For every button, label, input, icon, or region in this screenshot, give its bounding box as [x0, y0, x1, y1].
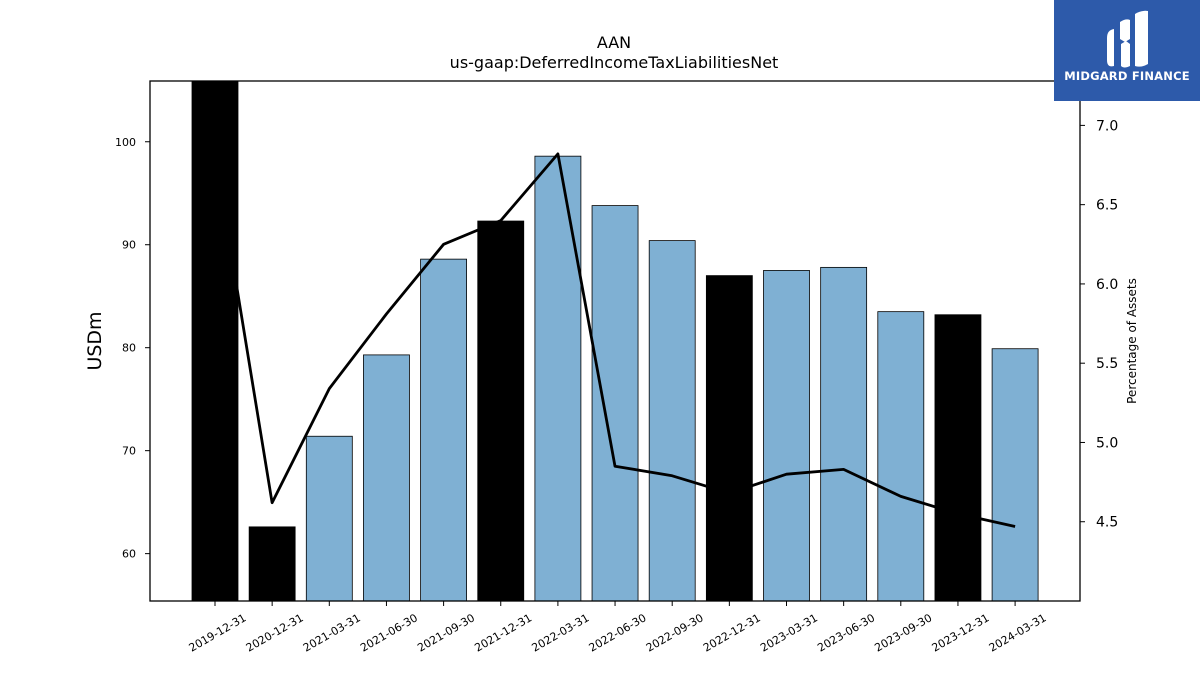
y-axis-label: USDm — [84, 311, 106, 370]
bar-2021-06-30 — [363, 354, 410, 602]
bar-2023-09-30 — [877, 311, 925, 602]
x-tick-label: 2024-03-31 — [987, 611, 1049, 654]
bar-2024-03-31 — [991, 348, 1039, 602]
bar-2023-12-31 — [934, 314, 982, 602]
x-tick-label: 2023-06-30 — [815, 611, 877, 654]
y2-tick-label: 7.0 — [1096, 118, 1118, 134]
right-axis: 4.5 5.0 5.5 6.0 6.5 7.0 — [1080, 118, 1118, 531]
chart-title: AAN — [597, 33, 631, 52]
left-axis: 60 70 80 90 100 — [115, 136, 150, 561]
percentage-line — [213, 152, 1016, 528]
y2-axis-label: Percentage of Assets — [1125, 278, 1139, 404]
x-tick-label: 2023-03-31 — [758, 611, 820, 654]
y2-tick-label: 6.0 — [1096, 277, 1118, 293]
x-tick-label: 2020-12-31 — [244, 611, 306, 654]
x-tick-label: 2022-03-31 — [530, 611, 592, 654]
line-group — [213, 152, 1016, 528]
x-tick-label: 2021-03-31 — [301, 611, 363, 654]
x-tick-label: 2021-06-30 — [358, 611, 420, 654]
bar-2023-03-31 — [763, 270, 810, 602]
x-tick-label: 2023-09-30 — [872, 611, 934, 654]
x-tick-label: 2021-09-30 — [415, 611, 477, 654]
x-tick-label: 2023-12-31 — [930, 611, 992, 654]
chart-subtitle: us-gaap:DeferredIncomeTaxLiabilitiesNet — [450, 53, 779, 72]
y-tick-label: 60 — [122, 548, 136, 561]
x-tick-label: 2022-09-30 — [644, 611, 706, 654]
y-tick-label: 100 — [115, 136, 136, 149]
y-tick-label: 70 — [122, 445, 136, 458]
bar-2022-12-31 — [705, 275, 753, 602]
logo-mark-icon — [1054, 0, 1200, 101]
bar-2021-09-30 — [420, 258, 468, 602]
bar-2022-06-30 — [591, 205, 639, 602]
bar-2023-06-30 — [820, 266, 868, 602]
y-tick-label: 80 — [122, 342, 136, 355]
bar-2022-09-30 — [648, 240, 696, 602]
logo-text: MIDGARD FINANCE — [1064, 69, 1190, 83]
x-tick-label: 2022-06-30 — [587, 611, 649, 654]
bar-2020-12-31 — [248, 526, 296, 602]
bars-group — [191, 80, 1039, 602]
y2-tick-label: 4.5 — [1096, 515, 1118, 531]
x-tick-label: 2022-12-31 — [701, 611, 763, 654]
y-tick-label: 90 — [122, 239, 136, 252]
bar-2019-12-31 — [191, 80, 239, 602]
x-tick-label: 2021-12-31 — [472, 611, 534, 654]
midgard-finance-logo: MIDGARD FINANCE — [1054, 0, 1200, 101]
bar-2021-03-31 — [305, 435, 353, 602]
y2-tick-label: 6.5 — [1096, 198, 1118, 214]
bar-2021-12-31 — [477, 220, 525, 602]
y2-tick-label: 5.5 — [1096, 356, 1118, 372]
x-axis: 2019-12-312020-12-312021-03-312021-06-30… — [187, 601, 1049, 655]
bar-2022-03-31 — [534, 155, 582, 602]
y2-tick-label: 5.0 — [1096, 435, 1118, 451]
x-tick-label: 2019-12-31 — [187, 611, 249, 654]
